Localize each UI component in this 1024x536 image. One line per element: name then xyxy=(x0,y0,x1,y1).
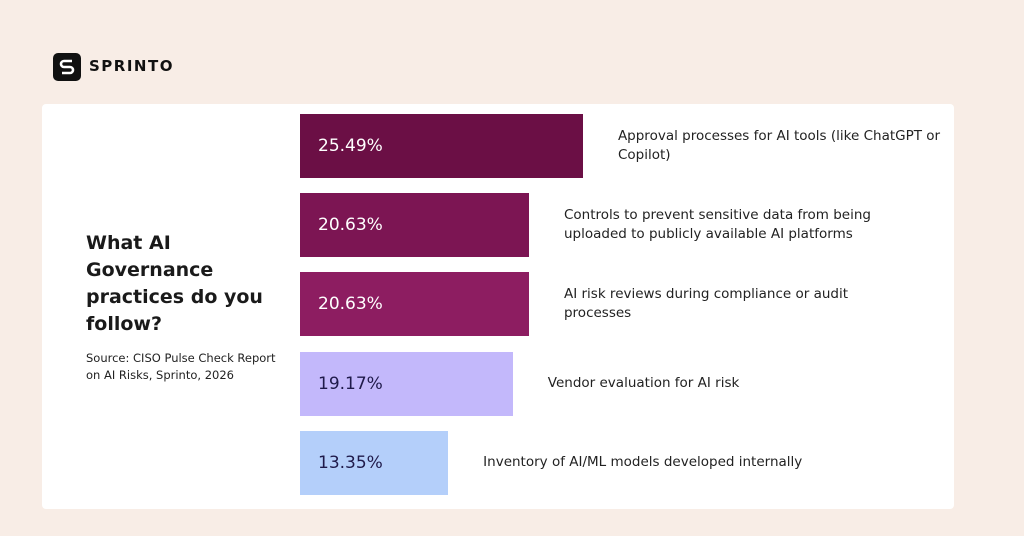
value-label: 19.17% xyxy=(318,373,383,394)
category-label: Controls to prevent sensitive data from … xyxy=(563,207,871,243)
value-label: 13.35% xyxy=(318,452,383,473)
bar xyxy=(300,193,529,258)
value-label: 25.49% xyxy=(318,136,383,156)
brand: SPRINTO xyxy=(89,57,174,75)
logo-glyph xyxy=(59,59,75,75)
category-label: AI risk reviews during compliance or aud… xyxy=(563,286,849,322)
chart-title: What AI Governance practices do you foll… xyxy=(86,232,263,335)
logo-icon xyxy=(53,53,81,81)
source: Source: CISO Pulse Check Report on AI Ri… xyxy=(86,351,276,382)
value-label: 20.63% xyxy=(318,294,383,315)
bar xyxy=(300,114,583,178)
category-label: Vendor evaluation for AI risk xyxy=(547,375,740,392)
bar xyxy=(300,272,529,337)
category-label: Inventory of AI/ML models developed inte… xyxy=(483,454,803,471)
bar xyxy=(300,351,513,416)
bar xyxy=(300,430,449,495)
category-label: Approval processes for AI tools (like Ch… xyxy=(617,128,941,163)
value-label: 20.63% xyxy=(318,215,383,236)
